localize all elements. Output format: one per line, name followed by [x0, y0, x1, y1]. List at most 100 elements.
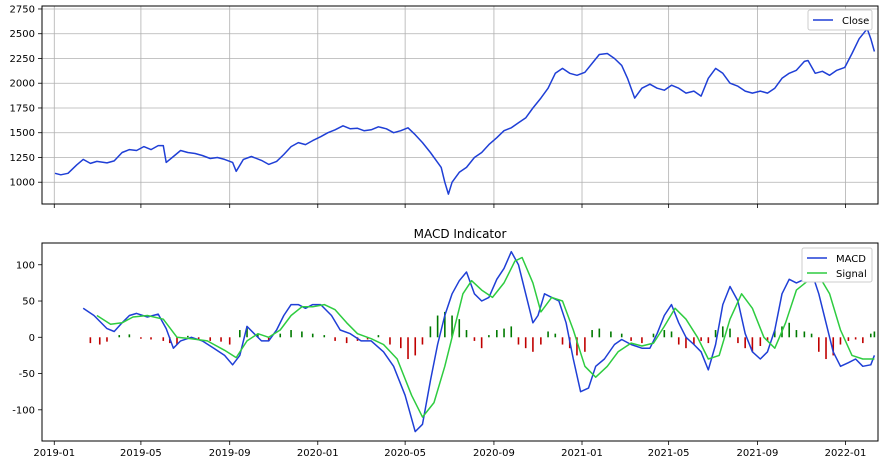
- x-tick-label: 2020-01: [297, 448, 339, 459]
- histogram-bar: [444, 311, 446, 338]
- histogram-bar: [220, 337, 222, 342]
- histogram-bar: [228, 337, 231, 345]
- histogram-bar: [707, 337, 710, 344]
- histogram-bar: [436, 315, 439, 338]
- y-tick-label: 1750: [10, 103, 35, 114]
- y-tick-label: 2250: [10, 54, 35, 65]
- histogram-bar: [744, 337, 746, 349]
- histogram-bar: [773, 330, 776, 338]
- histogram-bar: [128, 334, 131, 338]
- macd-legend-label: MACD: [836, 254, 866, 265]
- y-tick-label: 1500: [10, 128, 35, 139]
- x-tick-label: 2021-09: [737, 448, 779, 459]
- y-tick-label: 2000: [10, 79, 35, 90]
- histogram-bar: [803, 331, 806, 338]
- macd-histogram: [89, 311, 876, 360]
- x-tick-label: 2021-05: [648, 448, 690, 459]
- histogram-bar: [488, 335, 490, 338]
- histogram-bar: [847, 337, 850, 341]
- histogram-bar: [162, 337, 165, 341]
- histogram-bar: [670, 331, 673, 338]
- histogram-bar: [795, 330, 798, 338]
- histogram-bar: [532, 337, 534, 352]
- series-line-macd: [82, 250, 876, 433]
- histogram-bar: [737, 337, 739, 344]
- macd-series: [82, 250, 876, 433]
- histogram-bar: [279, 333, 282, 338]
- histogram-bar: [663, 330, 666, 338]
- histogram-bar: [496, 330, 498, 338]
- histogram-bar: [187, 335, 189, 338]
- histogram-bar: [554, 333, 557, 338]
- histogram-bar: [400, 337, 402, 349]
- histogram-bar: [540, 337, 542, 345]
- histogram-bar: [766, 337, 769, 341]
- histogram-bar: [652, 333, 655, 338]
- histogram-bar: [345, 337, 348, 344]
- histogram-bar: [176, 337, 178, 345]
- x-tick-label: 2019-05: [120, 448, 162, 459]
- histogram-bar: [729, 328, 731, 338]
- y-tick-label: 2500: [10, 29, 35, 40]
- histogram-bar: [465, 330, 468, 338]
- histogram-bar: [677, 337, 680, 345]
- histogram-bar: [721, 326, 724, 338]
- macd-x-ticks: 2019-01 2019-05 2019-09 2020-01 2020-05 2020-…: [33, 441, 866, 459]
- macd-title: MACD Indicator: [414, 227, 507, 241]
- y-tick-label: 1000: [10, 178, 35, 189]
- histogram-bar: [825, 337, 827, 360]
- histogram-bar: [451, 315, 453, 338]
- histogram-bar: [810, 333, 813, 338]
- y-tick-label: -50: [19, 369, 35, 380]
- close-legend-label: Close: [842, 16, 869, 27]
- macd-axes-frame: [41, 242, 879, 442]
- histogram-bar: [209, 337, 212, 341]
- histogram-bar: [839, 337, 842, 345]
- histogram-bar: [366, 337, 369, 340]
- histogram-bar: [714, 330, 717, 338]
- histogram-bar: [106, 337, 108, 342]
- histogram-bar: [862, 337, 864, 344]
- close-panel: 1000 1250 1500 1750 2000 2250 2500 2750 Close: [10, 4, 879, 208]
- histogram-bar: [854, 337, 857, 340]
- series-line-signal: [96, 256, 875, 418]
- y-tick-label: 50: [22, 297, 35, 308]
- macd-y-ticks: -100 -50 0 50 100: [12, 260, 42, 416]
- histogram-bar: [641, 337, 643, 344]
- histogram-bar: [584, 337, 586, 352]
- histogram-bar: [576, 337, 578, 356]
- histogram-bar: [832, 337, 835, 356]
- histogram-bar: [610, 331, 612, 338]
- histogram-bar: [98, 337, 101, 345]
- histogram-bar: [267, 337, 270, 341]
- histogram-bar: [517, 337, 520, 345]
- histogram-bar: [547, 331, 549, 338]
- histogram-bar: [89, 337, 92, 344]
- histogram-bar: [311, 333, 314, 338]
- histogram-bar: [334, 337, 336, 341]
- x-tick-label: 2021-01: [561, 448, 603, 459]
- histogram-bar: [759, 337, 762, 346]
- y-tick-label: -100: [12, 405, 35, 416]
- histogram-bar: [414, 337, 417, 356]
- histogram-bar: [301, 331, 303, 338]
- histogram-bar: [480, 337, 483, 349]
- y-tick-label: 100: [16, 260, 35, 271]
- macd-legend: MACD Signal: [801, 247, 873, 283]
- histogram-bar: [389, 337, 391, 345]
- close-y-ticks: 1000 1250 1500 1750 2000 2250 2500 2750: [10, 4, 42, 189]
- histogram-bar: [407, 337, 409, 360]
- histogram-bar: [620, 333, 623, 338]
- x-tick-label: 2022-01: [825, 448, 867, 459]
- histogram-bar: [869, 333, 872, 338]
- close-series: [54, 28, 876, 195]
- histogram-bar: [458, 319, 461, 338]
- histogram-bar: [591, 330, 593, 338]
- histogram-bar: [239, 330, 241, 338]
- series-line-close: [54, 28, 876, 195]
- histogram-bar: [561, 337, 564, 345]
- histogram-bar: [377, 335, 380, 338]
- histogram-bar: [693, 337, 695, 345]
